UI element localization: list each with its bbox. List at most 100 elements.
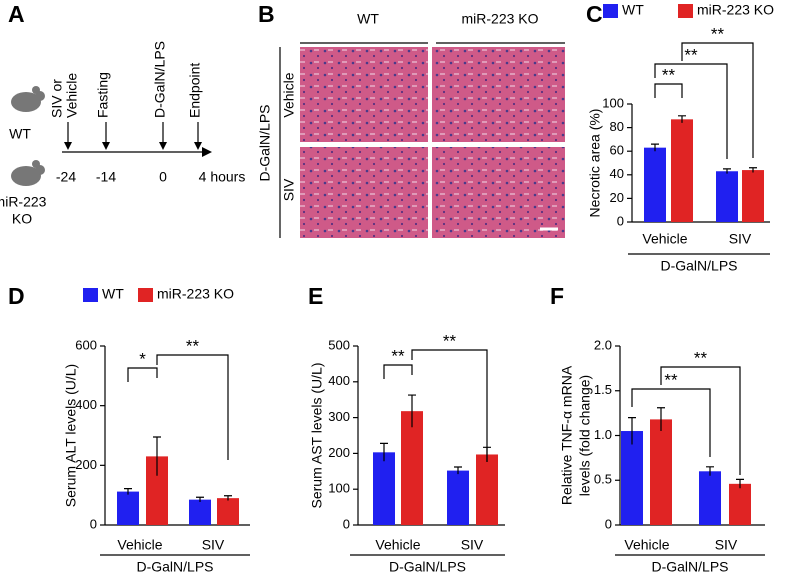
significance-bracket <box>681 42 754 158</box>
y-tick-label: 1.0 <box>594 427 612 442</box>
legend-swatch <box>138 288 153 302</box>
x-tick-label: Vehicle <box>375 537 420 553</box>
y-tick-label: 40 <box>610 166 624 181</box>
y-axis-label: Serum ALT levels (U/L) <box>63 364 79 507</box>
bar <box>373 452 395 525</box>
significance-bracket <box>383 364 413 379</box>
bar <box>742 170 764 222</box>
significance-label: ** <box>694 348 708 367</box>
y-tick-label: 0 <box>605 516 612 531</box>
significance-label: ** <box>443 331 457 350</box>
x-tick-label: SIV <box>715 537 738 553</box>
y-tick-label: 400 <box>328 373 350 388</box>
y-tick-label: 0 <box>617 213 624 228</box>
event-label: SIV or <box>49 79 65 118</box>
y-tick-label: 400 <box>75 397 97 412</box>
y-tick-label: 20 <box>610 190 624 205</box>
bar <box>401 411 423 525</box>
error-bar <box>749 167 757 173</box>
y-tick-label: 300 <box>328 409 350 424</box>
legend-label: WT <box>622 2 644 18</box>
error-bar <box>380 442 388 462</box>
y-tick-label: 0 <box>90 516 97 531</box>
significance-label: ** <box>391 346 405 365</box>
panel-b: B WT miR-223 KO D-GalN/LPS Vehicle SIV <box>257 1 565 238</box>
timeline-arrow <box>202 147 212 157</box>
error-bar <box>196 496 204 503</box>
event-label: Endpoint <box>187 63 203 118</box>
y-tick-label: 200 <box>75 457 97 472</box>
row-label: SIV <box>281 178 297 201</box>
x-tick-label: Vehicle <box>624 537 669 553</box>
error-bar <box>628 417 636 445</box>
error-bar <box>651 143 659 152</box>
bar <box>671 119 693 222</box>
y-tick-label: 500 <box>328 337 350 352</box>
bar <box>146 456 168 525</box>
histology-image <box>432 47 565 142</box>
significance-bracket <box>654 63 728 159</box>
error-bar <box>706 466 714 476</box>
legend-label: miR-223 KO <box>697 2 774 18</box>
significance-bracket <box>660 366 741 475</box>
y-tick-label: 100 <box>602 95 624 110</box>
significance-label: ** <box>711 24 725 43</box>
x-tick-label: Vehicle <box>642 231 687 247</box>
strain-label: miR-223 <box>0 194 47 210</box>
histology-image <box>432 147 565 238</box>
error-bar <box>408 394 416 428</box>
panel-letter: D <box>8 283 25 309</box>
y-axis-label: Serum AST levels (U/L) <box>309 362 325 508</box>
y-tick-label: 80 <box>610 119 624 134</box>
time-label: -24 <box>56 169 76 185</box>
legend-label: WT <box>102 286 124 302</box>
significance-bracket <box>654 83 683 98</box>
significance-label: ** <box>186 336 200 355</box>
event-label: D-GalN/LPS <box>152 41 168 118</box>
bar <box>621 431 643 525</box>
time-label: 4 hours <box>199 169 246 185</box>
bar <box>716 171 738 222</box>
y-tick-label: 600 <box>75 337 97 352</box>
bar <box>699 471 721 525</box>
error-bar <box>153 436 161 476</box>
event-arrowhead <box>102 142 110 150</box>
column-header: miR-223 KO <box>461 11 538 27</box>
strain-label: WT <box>9 126 31 142</box>
mouse-icon <box>11 86 45 112</box>
event-label: Vehicle <box>64 73 80 118</box>
error-bar <box>224 495 232 501</box>
event-label: Fasting <box>95 72 111 118</box>
error-bar <box>736 478 744 489</box>
y-tick-label: 100 <box>328 481 350 496</box>
panel-letter: E <box>308 283 323 309</box>
significance-bracket <box>631 388 711 457</box>
y-tick-label: 0 <box>343 516 350 531</box>
y-tick-label: 1.5 <box>594 382 612 397</box>
significance-bracket <box>156 354 229 460</box>
y-axis-label: Necrotic area (%) <box>587 109 603 218</box>
y-axis-label: levels (fold change) <box>577 375 593 496</box>
y-tick-label: 0.5 <box>594 472 612 487</box>
panel-letter: A <box>8 1 25 27</box>
x-tick-label: SIV <box>729 231 752 247</box>
bar <box>117 491 139 525</box>
bar <box>644 147 666 222</box>
bar <box>189 499 211 525</box>
row-label: Vehicle <box>281 72 297 117</box>
bar <box>447 470 469 525</box>
bar <box>729 483 751 525</box>
histology-image <box>300 47 428 142</box>
x-axis-label: D-GalN/LPS <box>389 559 466 575</box>
panel-letter: F <box>550 283 564 309</box>
bar <box>650 419 672 525</box>
x-axis-label: D-GalN/LPS <box>651 559 728 575</box>
y-tick-label: 200 <box>328 445 350 460</box>
error-bar <box>723 168 731 174</box>
x-tick-label: SIV <box>461 537 484 553</box>
x-axis-label: D-GalN/LPS <box>136 559 213 575</box>
strain-label: KO <box>12 211 32 227</box>
bar <box>476 454 498 525</box>
